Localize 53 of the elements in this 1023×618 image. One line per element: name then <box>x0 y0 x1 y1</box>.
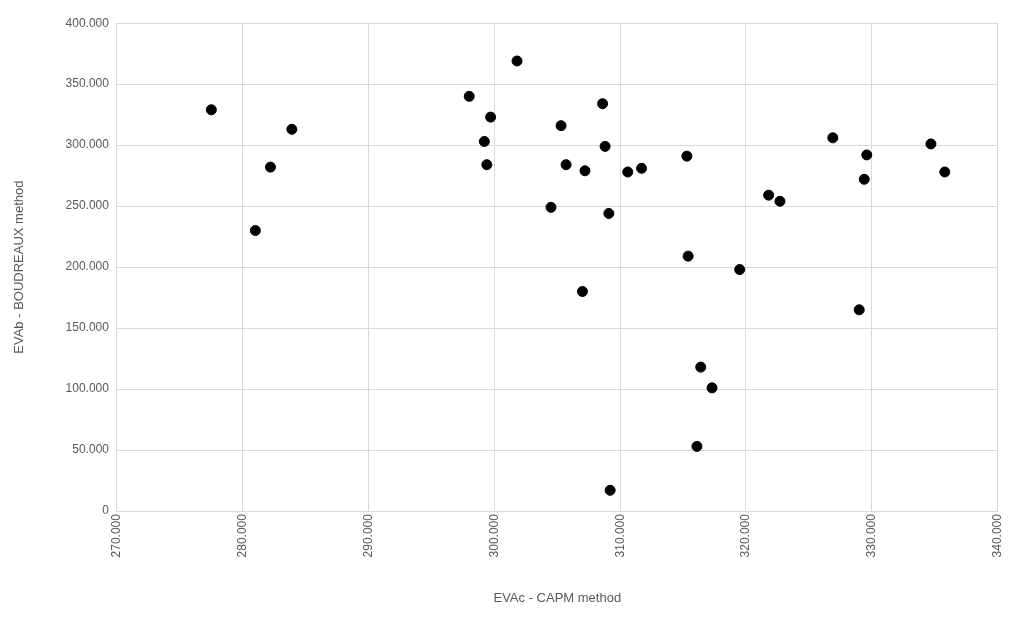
point <box>622 166 634 178</box>
y-tick-label: 400.000 <box>65 15 110 30</box>
point <box>691 440 703 452</box>
point <box>599 140 611 152</box>
point <box>545 201 557 213</box>
point <box>861 149 873 161</box>
point <box>485 111 497 123</box>
point <box>858 173 870 185</box>
point <box>560 159 572 171</box>
point <box>463 90 475 102</box>
point <box>695 361 707 373</box>
point <box>925 138 937 150</box>
point <box>774 195 786 207</box>
x-tick-label: 300.000 <box>486 513 501 558</box>
point <box>734 264 746 276</box>
point <box>827 132 839 144</box>
point <box>604 484 616 496</box>
point <box>939 166 951 178</box>
point <box>853 304 865 316</box>
point <box>481 159 493 171</box>
point <box>579 165 591 177</box>
point <box>682 250 694 262</box>
point <box>681 150 693 162</box>
x-tick-label: 320.000 <box>738 513 753 558</box>
y-axis-title: EVAb - BOUDREAUX method <box>11 180 27 354</box>
point <box>511 55 523 67</box>
point <box>478 136 490 147</box>
y-tick-label: 250.000 <box>65 198 110 213</box>
point <box>597 98 609 110</box>
point <box>264 161 276 173</box>
point <box>249 225 261 237</box>
point <box>763 189 775 201</box>
x-tick-label: 290.000 <box>360 513 375 558</box>
point <box>706 382 718 394</box>
point <box>636 162 648 174</box>
y-tick-label: 350.000 <box>65 76 110 91</box>
point <box>576 286 588 297</box>
x-tick-label: 330.000 <box>864 513 879 558</box>
x-tick-label: 280.000 <box>235 513 250 558</box>
y-tick-label: 300.000 <box>65 137 110 152</box>
y-tick-label: 0 <box>102 503 110 518</box>
x-tick-label: 340.000 <box>989 513 1004 558</box>
point <box>555 120 567 132</box>
x-tick-label: 270.000 <box>109 513 124 558</box>
y-tick-label: 50.000 <box>72 442 110 457</box>
point <box>603 207 615 219</box>
y-tick-label: 200.000 <box>65 259 110 274</box>
y-tick-label: 100.000 <box>65 381 110 396</box>
x-tick-label: 310.000 <box>612 513 627 558</box>
point <box>286 123 298 135</box>
point <box>205 104 217 116</box>
y-tick-label: 150.000 <box>65 320 110 335</box>
x-axis-title: EVAc - CAPM method <box>493 589 622 605</box>
